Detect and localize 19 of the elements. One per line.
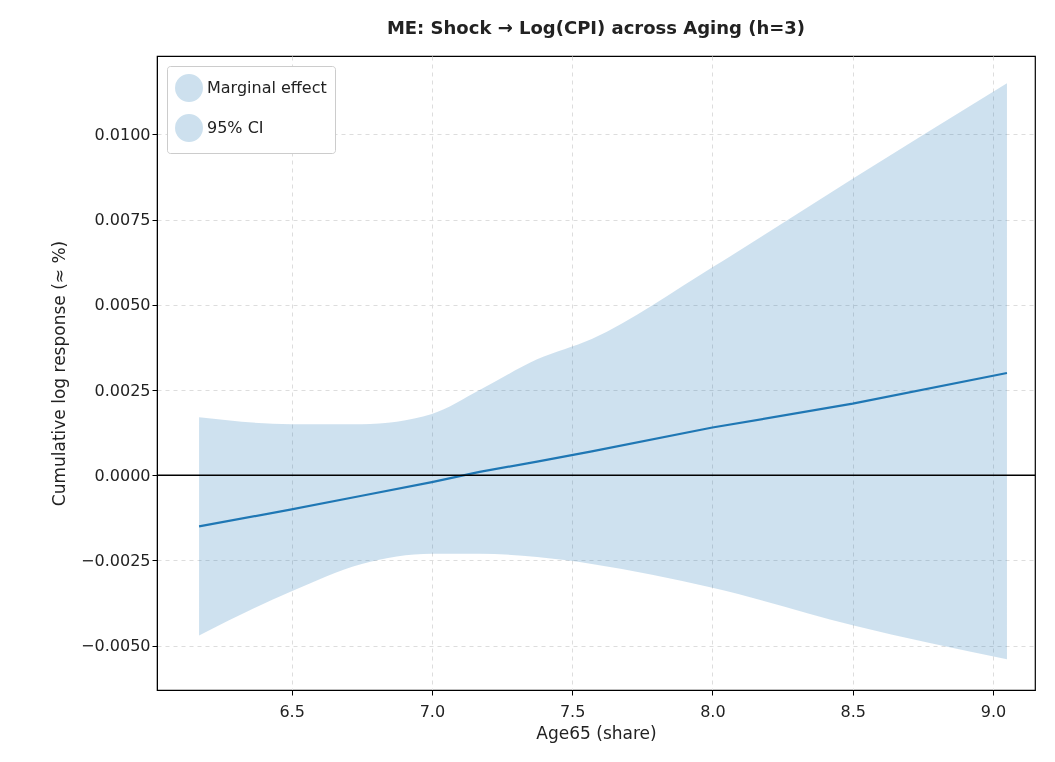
x-tick-label: 8.0 [700,701,726,721]
y-tick-label: 0.0000 [94,465,151,485]
chart-title: ME: Shock → Log(CPI) across Aging (h=3) [386,17,806,38]
legend-label: Marginal effect [207,78,327,97]
x-tick-label: 7.0 [419,701,446,721]
y-tick-label: 0.0050 [94,295,151,315]
annotation: 95% CI [207,118,264,137]
y-tick-label: −0.0025 [81,550,151,570]
y-tick-label: 0.0100 [94,124,151,144]
x-tick-label: 7.5 [559,701,586,721]
x-tick-label: 8.5 [840,701,866,721]
x-tick-label: 6.5 [279,701,305,721]
x-axis-title: Age65 (share) [536,722,657,743]
x-tick-label: 9.0 [980,701,1007,721]
y-tick-label: 0.0075 [94,210,151,230]
y-tick-label: −0.0050 [81,636,151,656]
line-series [197,371,1009,528]
y-tick-label: 0.0025 [94,380,151,400]
y-axis-title: Cumulative log response (≈ %) [49,240,70,507]
